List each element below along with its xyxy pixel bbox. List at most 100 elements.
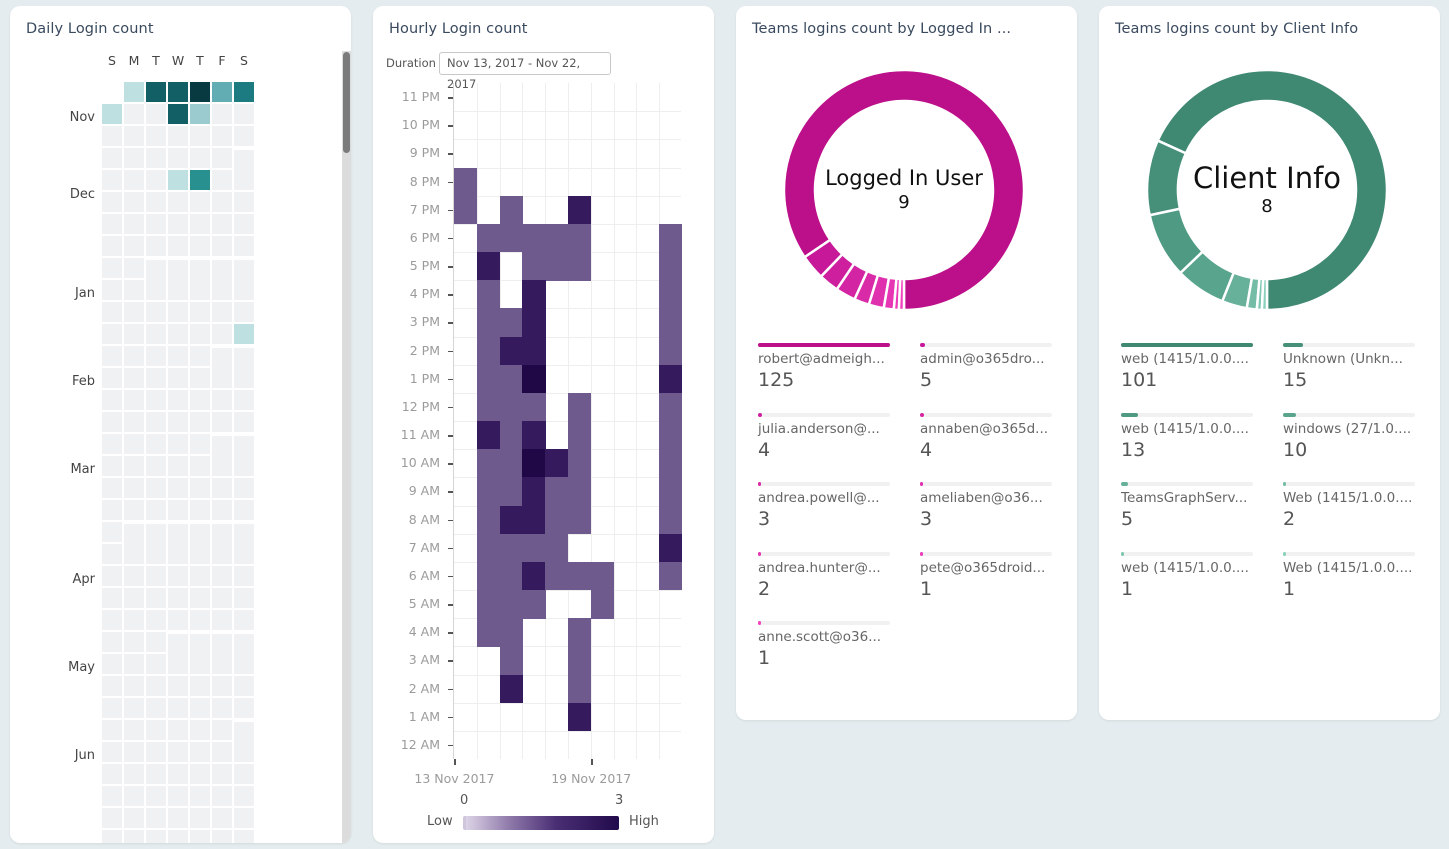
calendar-day-cell[interactable] <box>146 260 166 280</box>
calendar-day-cell[interactable] <box>234 412 254 432</box>
heatmap-cell[interactable] <box>522 336 546 366</box>
calendar-day-cell[interactable] <box>124 566 144 586</box>
calendar-day-cell[interactable] <box>168 170 188 190</box>
calendar-day-cell[interactable] <box>212 500 232 520</box>
calendar-day-cell[interactable] <box>234 82 254 102</box>
calendar-day-cell[interactable] <box>168 434 188 454</box>
calendar-day-cell[interactable] <box>102 170 122 190</box>
heatmap-cell[interactable] <box>476 392 501 422</box>
calendar-day-cell[interactable] <box>234 654 254 674</box>
calendar-day-cell[interactable] <box>234 808 254 828</box>
calendar-day-cell[interactable] <box>212 742 232 762</box>
calendar-day-cell[interactable] <box>124 390 144 410</box>
calendar-day-cell[interactable] <box>212 214 232 234</box>
heatmap-cell[interactable] <box>568 449 592 478</box>
calendar-day-cell[interactable] <box>146 742 166 762</box>
calendar-day-cell[interactable] <box>168 808 188 828</box>
calendar-day-cell[interactable] <box>168 500 188 520</box>
calendar-day-cell[interactable] <box>234 390 254 410</box>
calendar-day-cell[interactable] <box>124 82 144 102</box>
calendar-day-cell[interactable] <box>234 368 254 388</box>
calendar-day-cell[interactable] <box>212 170 232 190</box>
calendar-day-cell[interactable] <box>168 720 188 740</box>
calendar-day-cell[interactable] <box>146 324 166 344</box>
calendar-day-cell[interactable] <box>212 412 232 432</box>
calendar-day-cell[interactable] <box>234 348 254 368</box>
heatmap-cell[interactable] <box>659 280 683 309</box>
calendar-day-cell[interactable] <box>234 676 254 696</box>
calendar-day-cell[interactable] <box>124 148 144 168</box>
heatmap-cell[interactable] <box>522 561 546 591</box>
calendar-day-cell[interactable] <box>190 302 210 322</box>
heatmap-cell[interactable] <box>476 561 501 591</box>
calendar-day-cell[interactable] <box>102 830 122 843</box>
calendar-day-cell[interactable] <box>190 236 210 256</box>
calendar-day-cell[interactable] <box>146 412 166 432</box>
calendar-day-cell[interactable] <box>146 632 166 652</box>
calendar-day-cell[interactable] <box>212 280 232 300</box>
calendar-day-cell[interactable] <box>146 500 166 520</box>
heatmap-cell[interactable] <box>522 280 546 309</box>
heatmap-cell[interactable] <box>659 449 683 478</box>
calendar-day-cell[interactable] <box>190 456 210 476</box>
heatmap-cell[interactable] <box>568 646 592 675</box>
calendar-day-cell[interactable] <box>146 698 166 718</box>
calendar-day-cell[interactable] <box>124 610 144 630</box>
calendar-day-cell[interactable] <box>102 280 122 300</box>
calendar-day-cell[interactable] <box>212 808 232 828</box>
calendar-day-cell[interactable] <box>102 412 122 432</box>
calendar-day-cell[interactable] <box>146 610 166 630</box>
heatmap-cell[interactable] <box>659 223 683 253</box>
heatmap-cell[interactable] <box>522 477 546 506</box>
heatmap-cell[interactable] <box>568 392 592 422</box>
heatmap-cell[interactable] <box>522 590 546 619</box>
heatmap-cell[interactable] <box>476 590 501 619</box>
calendar-day-cell[interactable] <box>168 192 188 212</box>
calendar-day-cell[interactable] <box>234 280 254 300</box>
calendar-day-cell[interactable] <box>124 368 144 388</box>
calendar-day-cell[interactable] <box>234 150 254 170</box>
heatmap-cell[interactable] <box>659 252 683 281</box>
calendar-day-cell[interactable] <box>168 676 188 696</box>
calendar-day-cell[interactable] <box>212 478 232 498</box>
heatmap-cell[interactable] <box>522 505 546 535</box>
calendar-day-cell[interactable] <box>102 302 122 322</box>
calendar-day-cell[interactable] <box>102 632 122 652</box>
heatmap-cell[interactable] <box>476 421 501 450</box>
calendar-day-cell[interactable] <box>234 830 254 843</box>
heatmap-cell[interactable] <box>522 449 546 478</box>
calendar-day-cell[interactable] <box>124 588 144 608</box>
heatmap-cell[interactable] <box>568 223 592 253</box>
calendar-day-cell[interactable] <box>190 610 210 630</box>
calendar-day-cell[interactable] <box>124 412 144 432</box>
calendar-day-cell[interactable] <box>124 544 144 564</box>
calendar-day-cell[interactable] <box>168 524 188 544</box>
calendar-day-cell[interactable] <box>168 566 188 586</box>
calendar-day-cell[interactable] <box>168 302 188 322</box>
calendar-day-cell[interactable] <box>212 324 232 344</box>
heatmap-cell[interactable] <box>522 308 546 337</box>
calendar-day-cell[interactable] <box>190 808 210 828</box>
heatmap-cell[interactable] <box>659 421 683 450</box>
calendar-day-cell[interactable] <box>168 82 188 102</box>
calendar-day-cell[interactable] <box>212 786 232 806</box>
calendar-day-cell[interactable] <box>168 368 188 388</box>
calendar-day-cell[interactable] <box>124 478 144 498</box>
heatmap-cell[interactable] <box>545 477 569 506</box>
heatmap-cell[interactable] <box>659 308 683 337</box>
heatmap-cell[interactable] <box>499 392 523 422</box>
calendar-day-cell[interactable] <box>124 346 144 366</box>
donut-slice[interactable] <box>784 70 1024 310</box>
calendar-day-cell[interactable] <box>124 302 144 322</box>
heatmap-cell[interactable] <box>499 674 523 704</box>
calendar-day-cell[interactable] <box>102 610 122 630</box>
calendar-day-cell[interactable] <box>102 588 122 608</box>
calendar-day-cell[interactable] <box>212 82 232 102</box>
calendar-day-cell[interactable] <box>168 214 188 234</box>
calendar-day-cell[interactable] <box>190 742 210 762</box>
calendar-day-cell[interactable] <box>102 742 122 762</box>
heatmap-cell[interactable] <box>545 223 569 253</box>
heatmap-cell[interactable] <box>499 477 523 506</box>
heatmap-cell[interactable] <box>568 421 592 450</box>
calendar-day-cell[interactable] <box>212 260 232 280</box>
